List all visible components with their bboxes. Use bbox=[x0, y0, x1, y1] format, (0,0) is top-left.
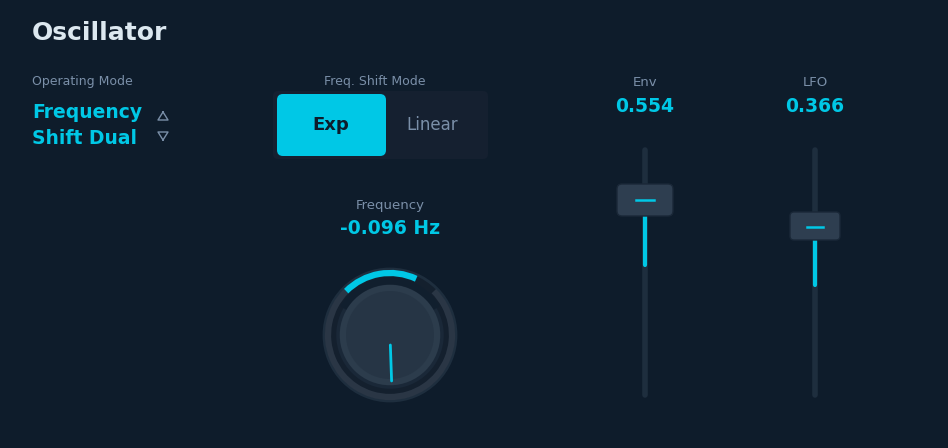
Text: Frequency: Frequency bbox=[32, 103, 142, 122]
Text: Shift Dual: Shift Dual bbox=[32, 129, 137, 147]
Circle shape bbox=[338, 283, 442, 387]
Text: Linear: Linear bbox=[406, 116, 458, 134]
FancyBboxPatch shape bbox=[617, 184, 673, 216]
Text: Frequency: Frequency bbox=[356, 198, 425, 211]
Text: LFO: LFO bbox=[802, 76, 828, 89]
Text: -0.096 Hz: -0.096 Hz bbox=[340, 219, 440, 237]
Circle shape bbox=[324, 269, 456, 401]
Text: Exp: Exp bbox=[313, 116, 350, 134]
FancyBboxPatch shape bbox=[273, 91, 488, 159]
FancyBboxPatch shape bbox=[790, 212, 840, 240]
FancyBboxPatch shape bbox=[277, 94, 386, 156]
Text: 0.366: 0.366 bbox=[786, 98, 845, 116]
Text: 0.554: 0.554 bbox=[615, 98, 674, 116]
Text: Oscillator: Oscillator bbox=[32, 21, 168, 45]
Text: Operating Mode: Operating Mode bbox=[32, 76, 133, 89]
Text: Freq. Shift Mode: Freq. Shift Mode bbox=[324, 76, 426, 89]
Text: Env: Env bbox=[632, 76, 657, 89]
Circle shape bbox=[346, 291, 434, 379]
